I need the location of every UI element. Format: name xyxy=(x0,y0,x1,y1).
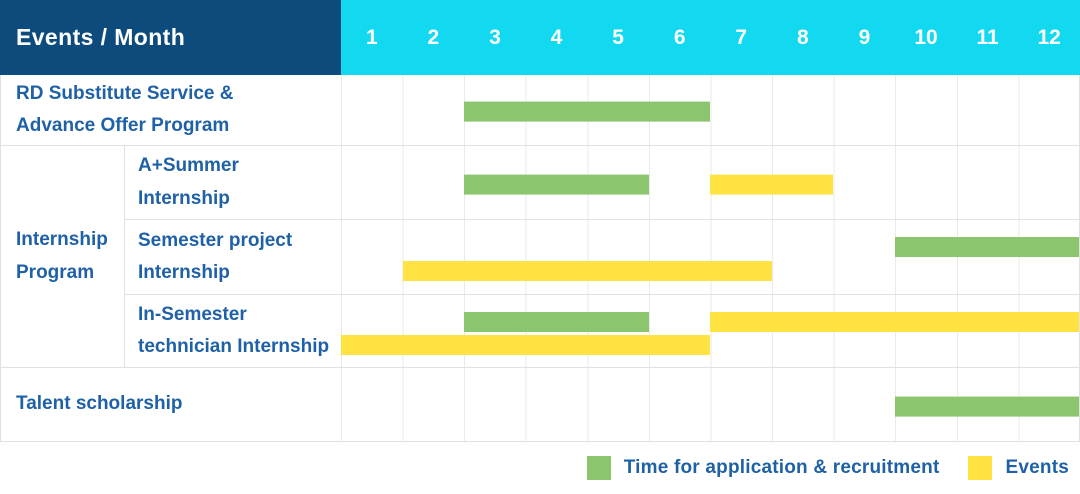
chart-cell xyxy=(341,146,1079,219)
legend-swatch-green xyxy=(586,456,611,480)
row-group-internship-program: Internship Program A+Summer Internship Semes… xyxy=(1,146,1079,368)
month-cell: 2 xyxy=(427,25,440,49)
gantt-row-a-plus-summer-internship: A+Summer Internship xyxy=(124,146,1079,220)
chart-cell xyxy=(341,368,1079,441)
row-label-line: technician Internship xyxy=(138,336,330,357)
gantt-row-semester-project-internship: Semester project Internship xyxy=(124,220,1079,295)
event-bar xyxy=(710,311,1079,332)
legend: Time for application & recruitment Events xyxy=(0,456,1080,480)
events-month-header-cell: Events / Month xyxy=(0,0,341,75)
month-cell: 10 xyxy=(914,25,938,49)
legend-label: Time for application & recruitment xyxy=(623,457,940,478)
row-label-line: Advance Offer Program xyxy=(16,115,230,136)
legend-label: Events xyxy=(1005,457,1069,478)
table-body: RD Substitute Service & Advance Offer Pro… xyxy=(0,75,1080,442)
table-header-row: Events / Month 1 2 3 4 5 6 7 8 9 10 11 12 xyxy=(0,0,1080,75)
month-header-cells: 1 2 3 4 5 6 7 8 9 10 11 12 xyxy=(341,0,1080,75)
application-bar xyxy=(464,101,710,122)
group-label-line: Program xyxy=(16,261,95,283)
chart-cell xyxy=(341,220,1079,294)
row-label: Semester project Internship xyxy=(124,220,341,294)
row-label-line: RD Substitute Service & xyxy=(16,82,234,104)
gantt-chart: Events / Month 1 2 3 4 5 6 7 8 9 10 11 12 RD Substi… xyxy=(0,0,1080,442)
application-bar xyxy=(894,237,1079,258)
event-bar xyxy=(341,335,710,356)
legend-item-green: Time for application & recruitment xyxy=(586,456,940,480)
application-bar xyxy=(464,311,649,332)
month-cell: 7 xyxy=(735,25,748,49)
month-cell: 9 xyxy=(858,25,871,49)
group-label: Internship Program xyxy=(1,146,124,367)
chart-cell xyxy=(341,75,1079,145)
row-label: Talent scholarship xyxy=(1,368,341,441)
row-label: RD Substitute Service & Advance Offer Pro… xyxy=(1,75,341,145)
application-bar xyxy=(464,174,649,195)
application-bar xyxy=(894,396,1079,417)
month-cell: 1 xyxy=(365,25,378,49)
row-label-line: Internship xyxy=(138,187,230,209)
month-cell: 5 xyxy=(612,25,624,49)
event-bar xyxy=(710,174,833,195)
row-label-line: Semester project xyxy=(138,229,293,251)
legend-item-yellow: Events xyxy=(968,456,1069,480)
row-label: In-Semester technician Internship xyxy=(124,295,341,367)
month-cell: 3 xyxy=(489,25,501,49)
month-cell: 12 xyxy=(1037,25,1061,49)
month-cell: 11 xyxy=(976,25,999,49)
row-label-line: Internship xyxy=(138,262,230,283)
group-label-line: Internship xyxy=(16,229,108,251)
row-label-line: Talent scholarship xyxy=(16,393,183,415)
event-bar xyxy=(402,261,772,282)
chart-cell xyxy=(341,295,1079,367)
table-title: Events / Month xyxy=(16,24,186,50)
legend-swatch-yellow xyxy=(968,456,993,480)
month-cell: 8 xyxy=(796,25,809,49)
gantt-row-talent-scholarship: Talent scholarship xyxy=(1,368,1079,442)
row-label: A+Summer Internship xyxy=(124,146,341,219)
month-cell: 4 xyxy=(550,25,563,49)
month-cell: 6 xyxy=(673,25,686,49)
gantt-row-in-semester-technician-internship: In-Semester technician Internship xyxy=(124,295,1079,367)
row-label-line: In-Semester xyxy=(138,303,247,325)
row-label-line: A+Summer xyxy=(138,155,239,177)
gantt-row-rd-substitute: RD Substitute Service & Advance Offer Pro… xyxy=(1,75,1079,146)
group-rows: A+Summer Internship Semester project Intern… xyxy=(124,146,1079,367)
